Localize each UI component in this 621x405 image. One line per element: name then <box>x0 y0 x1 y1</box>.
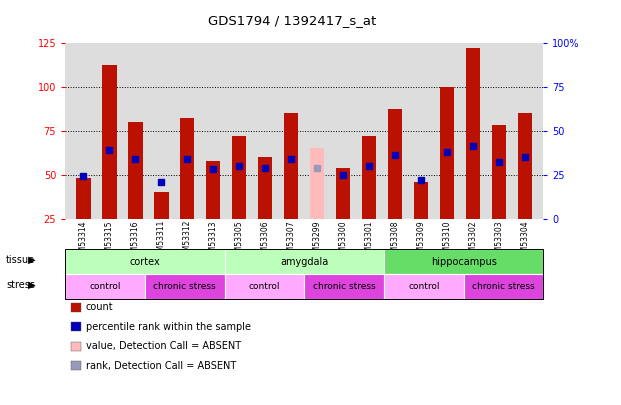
Text: control: control <box>408 282 440 291</box>
Text: chronic stress: chronic stress <box>153 282 216 291</box>
Text: stress: stress <box>6 280 35 290</box>
Text: chronic stress: chronic stress <box>472 282 535 291</box>
Text: count: count <box>86 303 113 312</box>
Bar <box>102 66 117 219</box>
Bar <box>414 182 428 219</box>
Bar <box>154 192 168 219</box>
Bar <box>518 113 532 219</box>
Bar <box>336 168 350 219</box>
Text: GDS1794 / 1392417_s_at: GDS1794 / 1392417_s_at <box>208 14 376 27</box>
Bar <box>310 148 324 219</box>
Bar <box>440 87 455 219</box>
Bar <box>284 113 299 219</box>
Text: ▶: ▶ <box>25 280 36 290</box>
Text: amygdala: amygdala <box>280 257 329 266</box>
Bar <box>206 160 220 219</box>
Text: hippocampus: hippocampus <box>431 257 497 266</box>
Text: value, Detection Call = ABSENT: value, Detection Call = ABSENT <box>86 341 241 351</box>
Text: cortex: cortex <box>130 257 160 266</box>
Bar <box>180 118 194 219</box>
Text: rank, Detection Call = ABSENT: rank, Detection Call = ABSENT <box>86 361 236 371</box>
Text: control: control <box>89 282 121 291</box>
Bar <box>232 136 247 219</box>
Text: ▶: ▶ <box>25 255 36 264</box>
Text: percentile rank within the sample: percentile rank within the sample <box>86 322 251 332</box>
Text: chronic stress: chronic stress <box>313 282 376 291</box>
Text: control: control <box>248 282 280 291</box>
Bar <box>492 125 506 219</box>
Bar <box>388 109 402 219</box>
Bar <box>466 48 481 219</box>
Bar <box>128 122 142 219</box>
Bar <box>362 136 376 219</box>
Bar <box>258 157 273 219</box>
Bar <box>76 178 91 219</box>
Text: tissue: tissue <box>6 255 35 264</box>
